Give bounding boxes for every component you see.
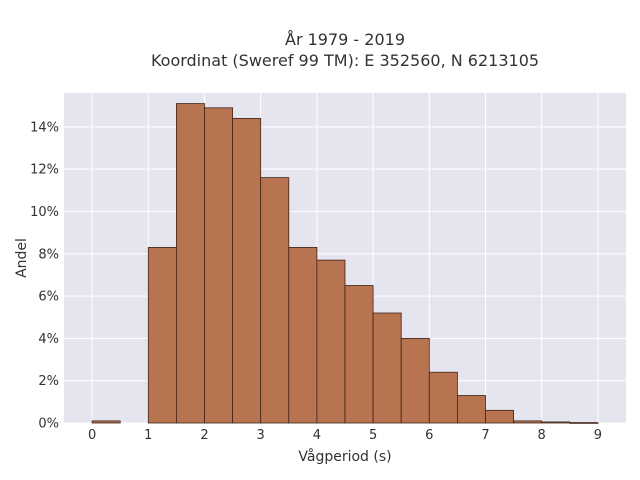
x-tick-label: 5: [369, 428, 377, 443]
x-tick-label: 0: [88, 428, 96, 443]
histogram-bar: [316, 259, 346, 424]
histogram-bar: [344, 285, 374, 424]
histogram-bar: [91, 420, 121, 424]
y-tick-label: 4%: [38, 332, 59, 347]
chart-title-line-2: Koordinat (Sweref 99 TM): E 352560, N 62…: [151, 51, 539, 70]
y-tick-label: 0%: [38, 417, 59, 432]
y-tick-label: 2%: [38, 374, 59, 389]
histogram-bar: [513, 420, 543, 424]
x-tick-label: 1: [144, 428, 152, 443]
histogram-bar: [372, 312, 402, 424]
x-tick-label: 3: [257, 428, 265, 443]
chart-title-line-1: År 1979 - 2019: [285, 30, 405, 49]
histogram-bar: [175, 103, 205, 424]
y-tick-label: 6%: [38, 290, 59, 305]
bars: [91, 103, 599, 424]
x-axis-label: Vågperiod (s): [298, 448, 391, 465]
y-tick-labels: 0% 2% 4% 6% 8% 10% 12% 14%: [30, 120, 59, 431]
histogram-bar: [147, 247, 177, 424]
histogram-bar: [260, 177, 290, 424]
x-tick-label: 7: [481, 428, 489, 443]
y-tick-label: 8%: [38, 247, 59, 262]
histogram-bar: [569, 422, 599, 424]
histogram-bar: [400, 337, 430, 424]
histogram-bar: [428, 371, 458, 424]
x-tick-label: 8: [538, 428, 546, 443]
x-tick-label: 9: [594, 428, 602, 443]
histogram-bar: [288, 247, 318, 424]
y-tick-label: 14%: [30, 120, 59, 135]
histogram-bar: [485, 409, 515, 424]
histogram-bar: [232, 117, 262, 424]
x-tick-label: 6: [425, 428, 433, 443]
histogram-bar: [541, 421, 571, 424]
x-tick-label: 2: [200, 428, 208, 443]
y-axis-label: Andel: [14, 238, 30, 278]
x-tick-label: 4: [313, 428, 321, 443]
x-tick-labels: 0 1 2 3 4 5 6 7 8 9: [88, 428, 602, 443]
histogram-bar: [204, 107, 234, 424]
y-tick-label: 10%: [30, 205, 59, 220]
histogram-bar: [456, 395, 486, 424]
y-tick-label: 12%: [30, 163, 59, 178]
